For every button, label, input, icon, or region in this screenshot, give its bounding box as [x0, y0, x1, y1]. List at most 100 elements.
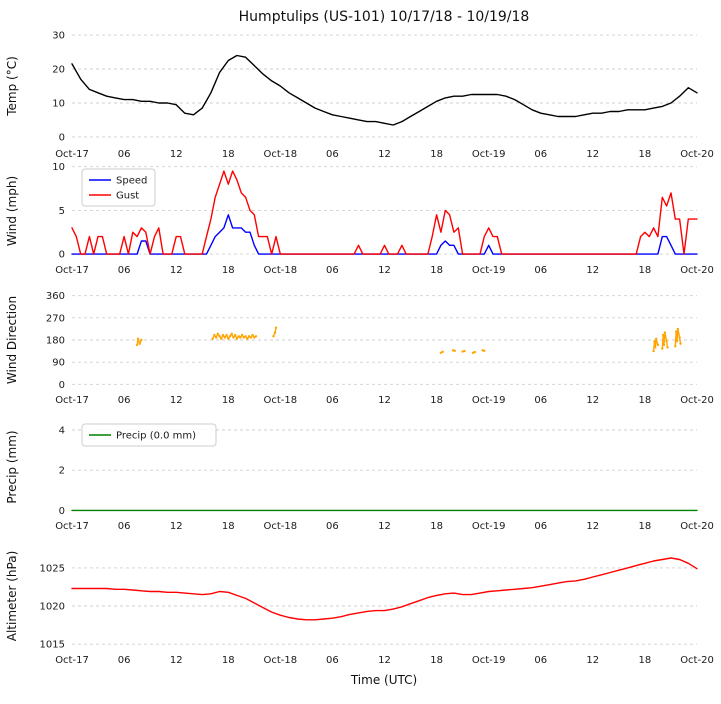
y-tick-label: 5 [59, 206, 65, 217]
x-tick-label: 18 [222, 149, 235, 160]
ylabel-temp: Temp (°C) [5, 56, 19, 117]
x-tick-label: Oct-20 [680, 655, 714, 666]
ylabel-wind: Wind (mph) [5, 176, 19, 246]
ylabel-altimeter: Altimeter (hPa) [5, 551, 19, 642]
x-tick-label: 12 [378, 521, 391, 532]
panel-temp: 0 10 20 30 Oct-17 06 12 18 Oct-18 06 12 18 Oct-19 06 1… [52, 31, 714, 160]
x-tick-label: Oct-19 [472, 655, 506, 666]
x-tick-label: Oct-17 [55, 149, 89, 160]
y-tick-label: 0 [59, 250, 65, 261]
x-tick-label: 06 [118, 521, 131, 532]
ylabel-precip: Precip (mm) [5, 430, 19, 503]
x-tick-label: 12 [170, 521, 183, 532]
y-tick-label: 1020 [40, 602, 65, 613]
x-tick-label: 06 [118, 265, 131, 276]
legend-label: Speed [116, 176, 147, 187]
speed-line [71, 214, 698, 255]
x-tick-label: 06 [534, 521, 547, 532]
x-tick-label: 12 [586, 395, 599, 406]
x-tick-label: 06 [118, 149, 131, 160]
x-tick-label: 06 [118, 655, 131, 666]
x-tick-label: 06 [534, 395, 547, 406]
panel-wind-direction: 0 90 180 270 360 Oct-17 06 12 18 Oct-18 06 12 18 Oct-… [46, 291, 714, 406]
x-tick-label: Oct-19 [472, 521, 506, 532]
y-tick-label: 20 [52, 65, 65, 76]
x-tick-label: 18 [430, 395, 443, 406]
gust-line [71, 170, 698, 255]
x-tick-label: 18 [222, 655, 235, 666]
y-tick-label: 4 [59, 426, 65, 437]
y-tick-label: 90 [52, 358, 65, 369]
x-tick-label: Oct-19 [472, 395, 506, 406]
x-tick-label: Oct-18 [263, 265, 297, 276]
altimeter-line [71, 557, 698, 621]
y-tick-label: 10 [52, 162, 65, 173]
x-tick-label: Oct-20 [680, 149, 714, 160]
x-tick-label: 12 [378, 265, 391, 276]
x-tick-label: Oct-17 [55, 395, 89, 406]
x-tick-label: 18 [430, 521, 443, 532]
legend-label: Gust [116, 191, 139, 202]
x-tick-label: Oct-19 [472, 265, 506, 276]
x-tick-label: 06 [118, 395, 131, 406]
x-tick-label: 12 [586, 149, 599, 160]
y-tick-label: 0 [59, 506, 65, 517]
precip-legend [81, 423, 217, 447]
x-tick-label: 12 [378, 149, 391, 160]
x-tick-label: 18 [430, 265, 443, 276]
ylabel-wind-direction: Wind Direction [5, 296, 19, 384]
x-tick-label: 12 [170, 149, 183, 160]
x-tick-label: 18 [639, 395, 652, 406]
x-tick-label: 06 [326, 521, 339, 532]
x-tick-label: 06 [534, 265, 547, 276]
x-tick-label: 12 [378, 655, 391, 666]
wind-legend [81, 168, 156, 207]
x-tick-label: 12 [170, 655, 183, 666]
y-tick-label: 270 [46, 313, 65, 324]
x-tick-label: Oct-20 [680, 395, 714, 406]
x-tick-label: 12 [586, 265, 599, 276]
x-tick-label: 06 [326, 265, 339, 276]
x-tick-label: 12 [378, 395, 391, 406]
x-tick-label: Oct-17 [55, 655, 89, 666]
x-tick-label: 18 [639, 655, 652, 666]
chart-title: Humptulips (US-101) 10/17/18 - 10/19/18 [239, 9, 530, 25]
x-tick-label: Oct-20 [680, 521, 714, 532]
legend-label: Precip (0.0 mm) [116, 431, 196, 442]
y-tick-label: 180 [46, 336, 65, 347]
x-tick-label: 18 [222, 265, 235, 276]
temp-line [71, 54, 698, 126]
panel-precip: 0 2 4 Oct-17 06 12 18 Oct-18 06 12 18 Oct-19 06 12 18 O… [55, 423, 714, 532]
x-tick-label: 18 [222, 521, 235, 532]
y-tick-label: 0 [59, 132, 65, 143]
panel-wind: 0 5 10 Oct-17 06 12 18 Oct-18 06 12 18 Oct-19 06 12 18… [52, 162, 714, 276]
y-tick-label: 1025 [40, 563, 65, 574]
x-tick-label: Oct-18 [263, 655, 297, 666]
x-tick-label: 06 [326, 149, 339, 160]
x-tick-label: 12 [170, 395, 183, 406]
x-tick-label: 06 [326, 395, 339, 406]
x-tick-label: 18 [222, 395, 235, 406]
x-tick-label: 18 [430, 149, 443, 160]
x-axis-label: Time (UTC) [350, 673, 417, 687]
x-tick-label: Oct-20 [680, 265, 714, 276]
x-tick-label: 18 [639, 521, 652, 532]
panel-altimeter: 1015 1020 1025 Oct-17 06 12 18 Oct-18 06 12 18 Oct-… [40, 557, 714, 666]
y-tick-label: 0 [59, 380, 65, 391]
x-tick-label: 06 [534, 149, 547, 160]
x-tick-label: 18 [639, 265, 652, 276]
x-tick-label: 06 [326, 655, 339, 666]
x-tick-label: Oct-17 [55, 521, 89, 532]
x-tick-label: Oct-18 [263, 521, 297, 532]
x-tick-label: 12 [586, 521, 599, 532]
y-tick-label: 360 [46, 291, 65, 302]
y-tick-label: 30 [52, 31, 65, 42]
y-tick-label: 1015 [40, 640, 65, 651]
x-tick-label: 06 [534, 655, 547, 666]
y-tick-label: 2 [59, 466, 65, 477]
x-tick-label: Oct-18 [263, 149, 297, 160]
direction-line [136, 327, 682, 354]
y-tick-label: 10 [52, 99, 65, 110]
